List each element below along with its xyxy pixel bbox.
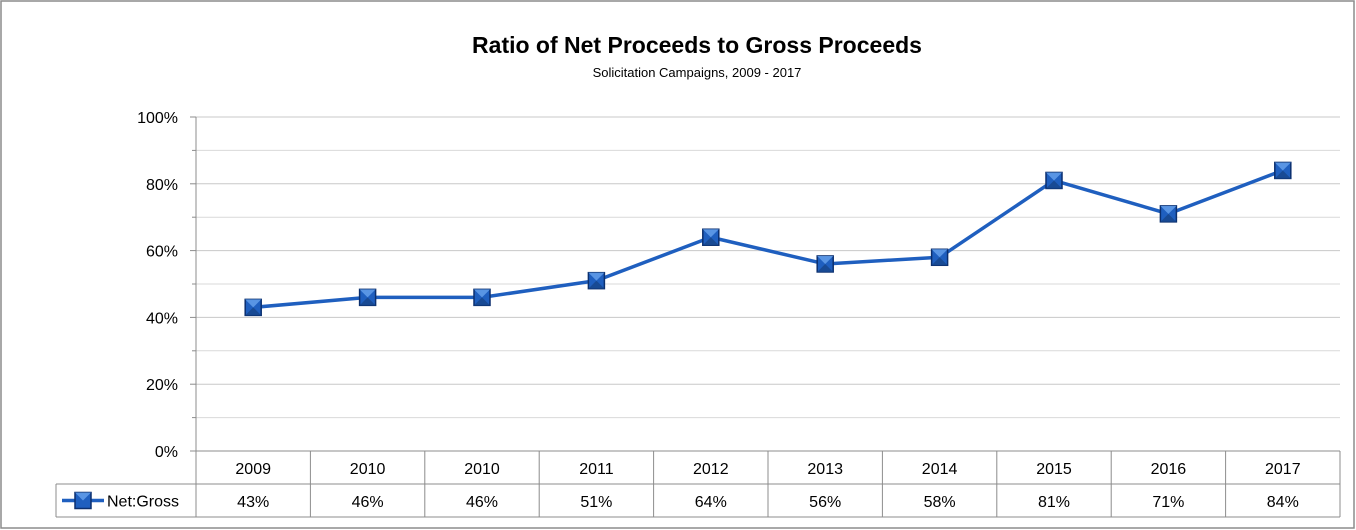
y-tick-label: 40% — [146, 310, 178, 327]
x-category-label: 2011 — [579, 461, 614, 478]
legend-marker-highlight — [75, 492, 91, 501]
x-category-label: 2014 — [922, 461, 958, 478]
marker-shade — [931, 257, 948, 266]
data-table: 2009 43% 2010 46% 2010 46% 2011 51% 2012 64% 2013 5… — [55, 450, 1341, 518]
y-axis: 0% 20% 40% 60% 80% 100% — [137, 110, 197, 461]
data-point-marker — [473, 288, 491, 307]
marker-shade — [1046, 180, 1062, 189]
marker-highlight — [1160, 205, 1177, 214]
legend-label: Net:Gross — [107, 494, 179, 511]
marker-shade — [1160, 213, 1177, 222]
data-value-label: 84% — [1267, 494, 1299, 511]
data-value-label: 81% — [1038, 494, 1070, 511]
series-line — [253, 168, 1284, 310]
data-point-marker — [358, 288, 377, 307]
data-point-marker — [702, 228, 720, 246]
data-point-marker — [930, 248, 949, 267]
x-category-label: 2016 — [1151, 461, 1187, 478]
x-category-label: 2010 — [350, 461, 386, 478]
data-point-marker — [244, 298, 262, 317]
x-category-label: 2013 — [807, 461, 843, 478]
marker-highlight — [817, 255, 834, 264]
marker-shade — [1274, 170, 1291, 179]
marker-highlight — [588, 272, 605, 281]
marker-highlight — [931, 249, 948, 258]
data-value-label: 58% — [924, 494, 956, 511]
data-point-marker — [1159, 205, 1178, 223]
marker-highlight — [1046, 172, 1062, 181]
data-value-label: 51% — [580, 494, 612, 511]
marker-highlight — [702, 229, 719, 238]
chart-title: Ratio of Net Proceeds to Gross Proceeds — [472, 32, 922, 58]
y-tick-label: 60% — [146, 244, 178, 261]
marker-highlight — [359, 289, 376, 298]
marker-highlight — [474, 289, 490, 298]
data-value-label: 56% — [809, 494, 841, 511]
data-value-label: 46% — [466, 494, 498, 511]
marker-highlight — [1274, 162, 1291, 171]
data-point-marker — [587, 271, 606, 290]
x-category-label: 2017 — [1265, 461, 1301, 478]
marker-shade — [588, 280, 605, 289]
data-value-label: 43% — [237, 494, 269, 511]
data-value-label: 64% — [695, 494, 727, 511]
x-category-label: 2010 — [464, 461, 500, 478]
x-category-label: 2009 — [235, 461, 271, 478]
marker-shade — [817, 263, 834, 272]
x-category-label: 2015 — [1036, 461, 1072, 478]
gridlines — [196, 116, 1340, 419]
y-tick-label: 20% — [146, 377, 178, 394]
data-point-marker — [1045, 171, 1063, 190]
chart-subtitle: Solicitation Campaigns, 2009 - 2017 — [593, 65, 802, 80]
series-net-gross — [244, 161, 1292, 317]
x-category-label: 2012 — [693, 461, 729, 478]
y-tick-label: 80% — [146, 177, 178, 194]
y-tick-label: 0% — [155, 444, 178, 461]
y-tick-label: 100% — [137, 110, 178, 127]
marker-shade — [245, 307, 262, 316]
marker-shade — [359, 297, 376, 306]
marker-shade — [702, 237, 719, 246]
data-value-label: 71% — [1152, 494, 1184, 511]
data-value-label: 46% — [352, 494, 384, 511]
data-point-marker — [816, 255, 834, 273]
marker-highlight — [245, 299, 262, 308]
data-point-marker — [1274, 161, 1292, 180]
marker-shade — [474, 297, 490, 306]
